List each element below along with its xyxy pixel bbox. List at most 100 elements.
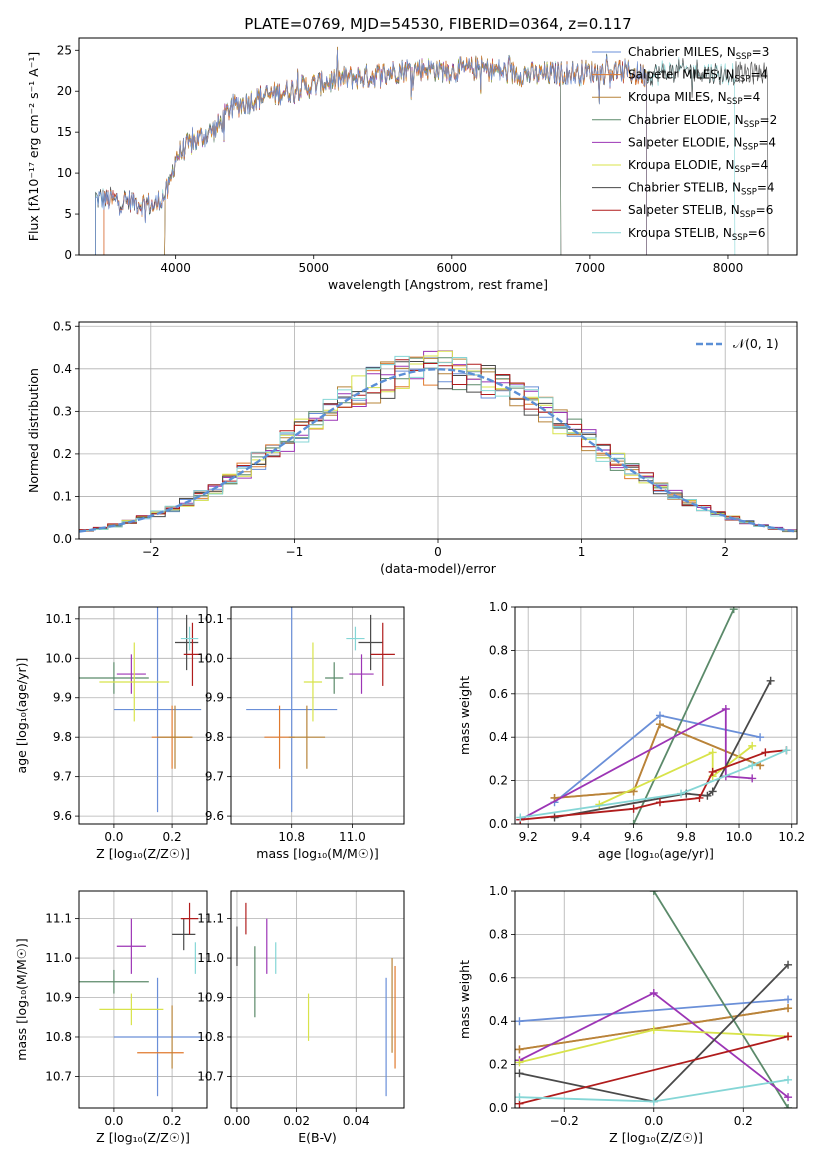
weight-marker-chabrier-miles — [784, 995, 793, 1004]
y-tick-label: 9.7 — [205, 770, 224, 784]
x-tick-label: 10.2 — [778, 830, 805, 844]
x-tick-label: 9.6 — [624, 830, 643, 844]
errorbar-chabrier-miles — [246, 607, 338, 813]
normal-curve — [79, 368, 795, 533]
x-axis-label: Z [log₁₀(Z/Z☉)] — [96, 1130, 190, 1145]
axes-frame — [230, 890, 405, 1109]
panel-age_vs_mass: 10.8 11.0 9.6 9.7 9.8 9.9 10.0 10.1 mass [log₁₀(… — [197, 606, 405, 861]
weight-line-salpeter-stelib — [519, 1035, 789, 1105]
weight-marker-kroupa-miles — [515, 1045, 524, 1054]
weight-marker-kroupa-elodie — [708, 748, 717, 757]
y-tick-label: 9.9 — [53, 691, 72, 705]
y-tick-label: 0.4 — [53, 362, 72, 376]
panel-weight_vs_age: 9.2 9.4 9.6 9.8 10.0 10.2 0.0 0.2 0.4 0.6 0.8 1.0 ag… — [457, 600, 805, 861]
x-axis-label: Z [log₁₀(Z/Z☉)] — [96, 846, 190, 861]
errorbar-salpeter-elodie — [349, 654, 374, 694]
axes-frame — [78, 606, 208, 825]
y-tick-label: 11.0 — [45, 951, 72, 965]
errorbar-chabrier-elodie — [79, 662, 149, 694]
panel-age_vs_Z: 0.0 0.2 9.6 9.7 9.8 9.9 10.0 10.1 Z [log₁₀(Z/Z☉)… — [14, 606, 208, 861]
weight-marker-kroupa-stelib — [649, 1097, 658, 1106]
weight-marker-chabrier-elodie — [649, 891, 658, 895]
weight-marker-kroupa-stelib — [784, 1075, 793, 1084]
x-tick-label: −1 — [286, 545, 304, 559]
legend-entry-chabrier-stelib: Chabrier STELIB, NSSP=4 — [628, 181, 775, 198]
weight-marker-kroupa-miles — [655, 720, 664, 729]
x-tick-label: 7000 — [575, 261, 606, 275]
weight-marker-chabrier-miles — [515, 1017, 524, 1026]
y-tick-label: 1.0 — [489, 600, 508, 614]
x-tick-label: 9.2 — [519, 830, 538, 844]
y-tick-label: 0.8 — [489, 643, 508, 657]
panel-mass_vs_ebv: 0.00 0.02 0.04 10.7 10.8 10.9 11.0 11.1 E(B-V) — [197, 890, 405, 1145]
x-tick-label: 0.04 — [343, 1114, 370, 1128]
weight-marker-salpeter-stelib — [708, 767, 717, 776]
histogram-chabrier-stelib — [79, 361, 797, 532]
y-tick-label: 0.0 — [53, 532, 72, 546]
y-tick-label: 10.9 — [45, 991, 72, 1005]
weight-marker-chabrier-elodie — [629, 820, 638, 824]
weight-marker-salpeter-stelib — [761, 748, 770, 757]
x-tick-label: 9.8 — [677, 830, 696, 844]
panel-mass_vs_Z: 0.0 0.2 10.7 10.8 10.9 11.0 11.1 Z [log₁₀(Z/Z☉)… — [14, 890, 208, 1145]
x-tick-label: 0.02 — [283, 1114, 310, 1128]
x-tick-label: 0.0 — [644, 1114, 663, 1128]
x-tick-label: 5000 — [298, 261, 329, 275]
y-tick-label: 10 — [57, 166, 72, 180]
panel-residuals: −2 −1 0 1 2 0.0 0.1 0.2 0.3 0.4 0.5 (data-model)/er… — [26, 319, 798, 576]
axes-frame — [514, 606, 798, 825]
weight-marker-chabrier-stelib — [515, 1069, 524, 1078]
x-tick-label: 0.00 — [224, 1114, 251, 1128]
weight-marker-chabrier-stelib — [766, 676, 775, 685]
y-tick-label: 1.0 — [489, 884, 508, 898]
x-axis-label: Z [log₁₀(Z/Z☉)] — [609, 1130, 703, 1145]
y-tick-label: 0.2 — [489, 1058, 508, 1072]
errorbar-kroupa-elodie — [303, 642, 323, 722]
y-tick-label: 0.3 — [53, 404, 72, 418]
x-axis-label: wavelength [Angstrom, rest frame] — [328, 277, 548, 292]
errorbar-salpeter-elodie — [116, 918, 146, 974]
axes-frame — [230, 606, 405, 825]
histogram-kroupa-stelib — [79, 355, 797, 532]
x-axis-label: mass [log₁₀(M/M☉)] — [256, 846, 378, 861]
errorbar-salpeter-stelib — [180, 902, 199, 935]
y-axis-label: mass weight — [457, 676, 472, 755]
y-axis-label: mass [log₁₀(M/M☉)] — [14, 938, 29, 1060]
x-tick-label: 4000 — [160, 261, 191, 275]
x-tick-label: 0.2 — [163, 1114, 182, 1128]
y-tick-label: 25 — [57, 43, 72, 57]
errorbar-chabrier-miles — [113, 977, 202, 1097]
weight-marker-kroupa-miles — [784, 1004, 793, 1013]
y-tick-label: 0.1 — [53, 489, 72, 503]
y-tick-label: 9.8 — [53, 730, 72, 744]
errorbar-salpeter-elodie — [116, 654, 146, 694]
weight-marker-salpeter-elodie — [784, 1093, 793, 1102]
axes-frame — [78, 321, 798, 540]
y-tick-label: 9.6 — [205, 809, 224, 823]
legend-entry-kroupa-miles: Kroupa MILES, NSSP=4 — [628, 90, 760, 107]
errorbar-chabrier-stelib — [172, 918, 196, 951]
y-tick-label: 10.8 — [197, 1030, 224, 1044]
x-tick-label: 0 — [434, 545, 442, 559]
errorbar-chabrier-miles — [113, 607, 202, 813]
y-tick-label: 10.1 — [197, 612, 224, 626]
y-tick-label: 10.1 — [45, 612, 72, 626]
weight-marker-kroupa-stelib — [748, 761, 757, 770]
x-tick-label: 9.4 — [571, 830, 590, 844]
y-tick-label: 0 — [64, 248, 72, 262]
legend-entry-kroupa-elodie: Kroupa ELODIE, NSSP=4 — [628, 158, 768, 175]
weight-line-chabrier-elodie — [653, 891, 789, 1108]
y-tick-label: 15 — [57, 125, 72, 139]
errorbar-chabrier-stelib — [175, 614, 199, 671]
x-tick-label: 6000 — [437, 261, 468, 275]
x-tick-label: 0.0 — [104, 1114, 123, 1128]
errorbar-kroupa-stelib — [180, 626, 199, 651]
y-tick-label: 10.7 — [45, 1069, 72, 1083]
x-tick-label: 8000 — [713, 261, 744, 275]
y-tick-label: 0.6 — [489, 971, 508, 985]
panel-spectrum: 4000 5000 6000 7000 8000 0 5 10 15 20 25 wavelength… — [26, 15, 798, 292]
errorbar-kroupa-miles — [288, 705, 326, 769]
legend-entry-kroupa-stelib: Kroupa STELIB, NSSP=6 — [628, 226, 766, 243]
y-tick-label: 20 — [57, 84, 72, 98]
